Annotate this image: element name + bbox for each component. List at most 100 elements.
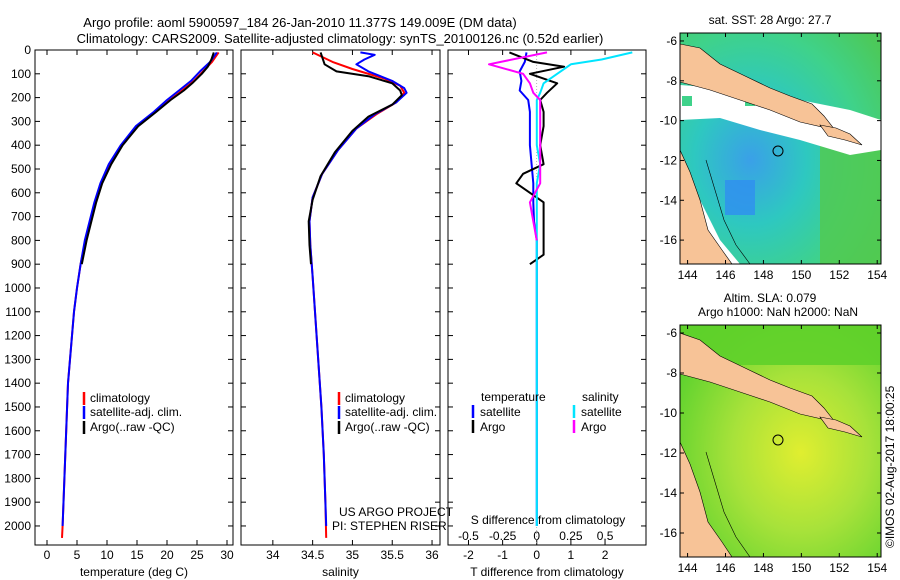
salinity-plot: 34 34.5 35 35.5 36 salinity xyxy=(241,49,440,579)
y-tick-label: 900 xyxy=(11,257,31,271)
credit-label: ©IMOS 02-Aug-2017 18:00:25 xyxy=(883,385,897,548)
x-tick-label: 5 xyxy=(74,548,81,562)
y-tick-label: 200 xyxy=(11,91,31,105)
x-tick-label: 10 xyxy=(100,548,114,562)
x-tick-label: 25 xyxy=(190,548,204,562)
x-tick-label: 34.5 xyxy=(301,548,325,562)
x-tick-label: 1 xyxy=(568,548,575,562)
s-tick-label: -0.5 xyxy=(458,529,479,543)
x-tick-label: 35.5 xyxy=(381,548,405,562)
sst-map xyxy=(680,33,881,264)
map-x-tick-label: 154 xyxy=(867,268,887,282)
map-y-tick-label: -14 xyxy=(660,486,678,500)
legend-title-salinity: salinity xyxy=(582,390,619,404)
temperature-panel-frame xyxy=(34,49,234,546)
map-x-tick-label: 146 xyxy=(715,268,735,282)
y-tick-label: 400 xyxy=(11,138,31,152)
map-y-tick-label: -10 xyxy=(660,406,678,420)
temperature-plot: 0 5 10 15 20 25 300100200300400500600700800900… xyxy=(4,43,234,579)
x-tick-label: -2 xyxy=(463,548,474,562)
s-tick-label: 0.25 xyxy=(559,529,583,543)
difference-panel-frame xyxy=(447,49,647,546)
argo-profile-marker xyxy=(772,434,784,446)
series-line-t-argo xyxy=(509,51,566,266)
land-new-guinea xyxy=(680,43,836,131)
sst-nodata-area xyxy=(680,85,881,155)
x-tick-label: 34 xyxy=(266,548,280,562)
series-line-s-argo xyxy=(488,51,548,241)
legend-label-t-satellite: satellite xyxy=(480,405,521,419)
y-tick-label: 1100 xyxy=(5,305,31,319)
x-tick-label: 30 xyxy=(220,548,234,562)
reef-outline xyxy=(705,159,751,264)
map-y-tick-label: -8 xyxy=(666,366,677,380)
map-y-tick-label: -14 xyxy=(660,193,678,207)
legend-label-t-argo: Argo xyxy=(480,420,506,434)
map-y-tick-label: -8 xyxy=(666,74,677,88)
series-line-argo-raw-qc xyxy=(80,52,215,265)
legend-label-s-satellite: satellite xyxy=(581,405,622,419)
land-new-guinea xyxy=(680,332,836,423)
legend-title-temperature: temperature xyxy=(481,390,546,404)
map-y-tick-label: -12 xyxy=(660,153,678,167)
sla-map-ticks: 144 146 148 150 152 154 -6 -8 -10 -12 -14 -16 xyxy=(660,325,888,575)
land-australia xyxy=(680,441,733,557)
y-tick-label: 1200 xyxy=(4,329,31,343)
y-tick-label: 100 xyxy=(11,67,31,81)
map-x-tick-label: 150 xyxy=(791,561,811,575)
y-tick-label: 1500 xyxy=(4,400,31,414)
salinity-legend: climatology satellite-adj. clim. Argo(..… xyxy=(337,391,437,434)
x-tick-label: 20 xyxy=(160,548,174,562)
land-australia xyxy=(680,149,733,264)
y-tick-label: 2000 xyxy=(4,519,31,533)
sla-map-frame xyxy=(679,324,882,558)
map-x-tick-label: 148 xyxy=(753,561,773,575)
figure-title-line2: Climatology: CARS2009. Satellite-adjuste… xyxy=(77,31,604,46)
sst-pixel xyxy=(682,96,692,106)
x-axis-label: salinity xyxy=(322,565,359,579)
difference-plot: -2 -1 0 1 2 T difference from climatology -0.5… xyxy=(448,49,646,579)
x-tick-label: 36 xyxy=(425,548,439,562)
map-x-tick-label: 152 xyxy=(829,268,849,282)
x-tick-label: -1 xyxy=(497,548,508,562)
argo-profile-marker xyxy=(772,145,784,157)
difference-top-axis-label: S difference from climatology xyxy=(471,513,626,527)
series-line-s-satellite xyxy=(535,51,633,526)
y-tick-label: 800 xyxy=(11,233,31,247)
project-label: US ARGO PROJECT xyxy=(339,505,454,519)
x-tick-label: 35 xyxy=(346,548,360,562)
map-x-tick-label: 144 xyxy=(678,268,698,282)
y-tick-label: 700 xyxy=(11,210,31,224)
x-tick-label: 0 xyxy=(533,548,540,562)
legend-label-climatology: climatology xyxy=(90,391,150,405)
sla-map-title-line1: Altim. SLA: 0.079 xyxy=(724,291,817,305)
x-axis-label: temperature (deg C) xyxy=(80,565,188,579)
salinity-panel-frame xyxy=(240,49,441,546)
legend-label-s-argo: Argo xyxy=(581,420,607,434)
y-tick-label: 1600 xyxy=(4,424,31,438)
map-x-tick-label: 144 xyxy=(678,561,698,575)
map-x-tick-label: 146 xyxy=(715,561,735,575)
map-y-tick-label: -10 xyxy=(660,114,678,128)
map-x-tick-label: 148 xyxy=(753,268,773,282)
sst-map-ticks: 144 146 148 150 152 154 -6 -8 -10 -12 -14 -16 xyxy=(660,33,888,282)
land-islands xyxy=(819,124,863,146)
series-line-satellite-adj-clim xyxy=(61,51,218,527)
y-tick-label: 600 xyxy=(11,186,31,200)
map-y-tick-label: -16 xyxy=(660,526,678,540)
map-x-tick-label: 154 xyxy=(867,561,887,575)
temperature-legend: climatology satellite-adj. clim. Argo(..… xyxy=(82,391,182,434)
map-x-tick-label: 150 xyxy=(791,268,811,282)
map-y-tick-label: -6 xyxy=(666,34,677,48)
map-y-tick-label: -12 xyxy=(660,446,678,460)
legend-label-satellite: satellite-adj. clim. xyxy=(90,405,182,419)
y-tick-label: 1400 xyxy=(4,376,31,390)
x-tick-label: 0 xyxy=(44,548,51,562)
s-tick-label: -0.25 xyxy=(489,529,517,543)
series-line-t-satellite xyxy=(518,52,538,526)
map-x-tick-label: 152 xyxy=(829,561,849,575)
x-axis-label: T difference from climatology xyxy=(470,565,624,579)
y-tick-label: 1800 xyxy=(4,471,31,485)
y-tick-label: 1700 xyxy=(4,448,31,462)
